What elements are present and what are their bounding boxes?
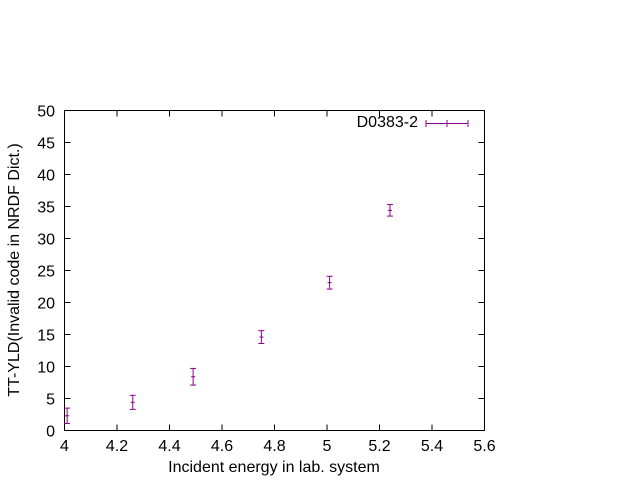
x-tick-label: 5 xyxy=(323,438,332,455)
x-tick-label: 4.2 xyxy=(106,438,128,455)
y-tick-label: 35 xyxy=(37,200,55,217)
data-point xyxy=(326,275,333,290)
y-tick-label: 30 xyxy=(37,232,55,249)
x-tick-label: 4.8 xyxy=(263,438,285,455)
y-axis-label: TT-YLD(Invalid code in NRDF Dict.) xyxy=(6,143,23,396)
data-point xyxy=(387,204,393,217)
y-tick-label: 20 xyxy=(37,296,55,313)
x-tick-label: 4 xyxy=(60,438,69,455)
legend-label: D0383-2 xyxy=(357,114,418,131)
data-point xyxy=(258,330,265,344)
y-tick-label: 0 xyxy=(46,424,55,441)
legend-sample xyxy=(425,120,469,127)
x-axis-label: Incident energy in lab. system xyxy=(168,459,380,476)
x-tick-label: 5.4 xyxy=(421,438,443,455)
y-tick-label: 10 xyxy=(37,360,55,377)
y-tick-label: 40 xyxy=(37,168,55,185)
y-tick-label: 25 xyxy=(37,264,55,281)
x-tick-label: 4.4 xyxy=(158,438,180,455)
x-tick-labels: 4 4.2 4.4 4.6 4.8 5 5.2 5.4 5.6 xyxy=(60,438,496,455)
axis-ticks xyxy=(64,110,485,431)
plot-frame xyxy=(64,110,485,431)
y-tick-labels: 0 5 10 15 20 25 30 35 40 45 50 xyxy=(37,104,55,441)
x-tick-label: 4.6 xyxy=(211,438,233,455)
legend: D0383-2 xyxy=(357,114,469,131)
y-tick-label: 50 xyxy=(37,104,55,121)
data-point xyxy=(190,367,197,386)
data-points xyxy=(64,204,393,424)
y-tick-label: 5 xyxy=(46,392,55,409)
x-tick-label: 5.6 xyxy=(473,438,495,455)
data-point xyxy=(64,407,71,424)
y-tick-label: 45 xyxy=(37,136,55,153)
data-point xyxy=(129,394,136,410)
x-tick-label: 5.2 xyxy=(368,438,390,455)
y-tick-label: 15 xyxy=(37,328,55,345)
